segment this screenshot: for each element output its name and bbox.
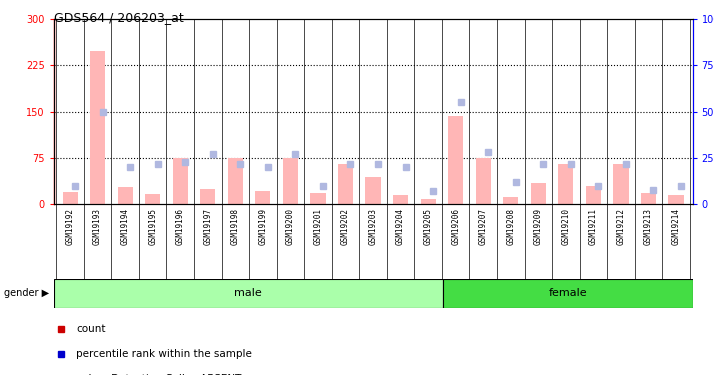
Bar bbox=[90, 51, 105, 204]
Text: female: female bbox=[548, 288, 587, 298]
Text: GSM19214: GSM19214 bbox=[672, 208, 680, 245]
Text: GSM19210: GSM19210 bbox=[561, 208, 570, 245]
Bar bbox=[338, 164, 353, 204]
Bar bbox=[558, 164, 573, 204]
Bar bbox=[448, 116, 463, 204]
Text: GSM19202: GSM19202 bbox=[341, 208, 350, 245]
Text: GSM19211: GSM19211 bbox=[589, 208, 598, 245]
Text: GSM19204: GSM19204 bbox=[396, 208, 405, 245]
Text: GDS564 / 206203_at: GDS564 / 206203_at bbox=[54, 11, 183, 24]
Text: GSM19207: GSM19207 bbox=[479, 208, 488, 245]
Text: GSM19193: GSM19193 bbox=[93, 208, 102, 245]
Bar bbox=[145, 194, 160, 204]
Bar bbox=[668, 195, 683, 204]
Text: GSM19209: GSM19209 bbox=[534, 208, 543, 245]
Bar bbox=[311, 193, 326, 204]
Text: GSM19200: GSM19200 bbox=[286, 208, 295, 245]
Text: GSM19197: GSM19197 bbox=[203, 208, 212, 245]
Text: GSM19192: GSM19192 bbox=[66, 208, 74, 245]
Bar bbox=[200, 189, 216, 204]
Text: GSM19205: GSM19205 bbox=[423, 208, 433, 245]
Text: percentile rank within the sample: percentile rank within the sample bbox=[76, 350, 252, 359]
Text: GSM19199: GSM19199 bbox=[258, 208, 267, 245]
Bar bbox=[366, 177, 381, 204]
Bar bbox=[393, 195, 408, 204]
Text: GSM19195: GSM19195 bbox=[149, 208, 157, 245]
Bar bbox=[173, 158, 188, 204]
Bar bbox=[586, 186, 601, 204]
Bar bbox=[118, 187, 133, 204]
Bar bbox=[443, 279, 693, 308]
Bar bbox=[63, 192, 78, 204]
Bar bbox=[613, 164, 628, 204]
Text: gender ▶: gender ▶ bbox=[4, 288, 49, 298]
Bar bbox=[228, 158, 243, 204]
Text: GSM19213: GSM19213 bbox=[644, 208, 653, 245]
Text: GSM19201: GSM19201 bbox=[313, 208, 323, 245]
Text: GSM19196: GSM19196 bbox=[176, 208, 185, 245]
Text: GSM19212: GSM19212 bbox=[616, 208, 625, 245]
Bar bbox=[476, 158, 491, 204]
Bar bbox=[283, 158, 298, 204]
Text: count: count bbox=[76, 324, 106, 334]
Bar bbox=[54, 279, 443, 308]
Text: value, Detection Call = ABSENT: value, Detection Call = ABSENT bbox=[76, 374, 241, 375]
Bar bbox=[641, 193, 656, 204]
Text: male: male bbox=[234, 288, 262, 298]
Bar bbox=[531, 183, 546, 204]
Bar bbox=[503, 197, 518, 204]
Text: GSM19208: GSM19208 bbox=[506, 208, 516, 245]
Text: GSM19206: GSM19206 bbox=[451, 208, 461, 245]
Text: GSM19194: GSM19194 bbox=[121, 208, 130, 245]
Text: GSM19198: GSM19198 bbox=[231, 208, 240, 245]
Bar bbox=[256, 191, 271, 204]
Bar bbox=[421, 200, 436, 204]
Text: GSM19203: GSM19203 bbox=[368, 208, 378, 245]
